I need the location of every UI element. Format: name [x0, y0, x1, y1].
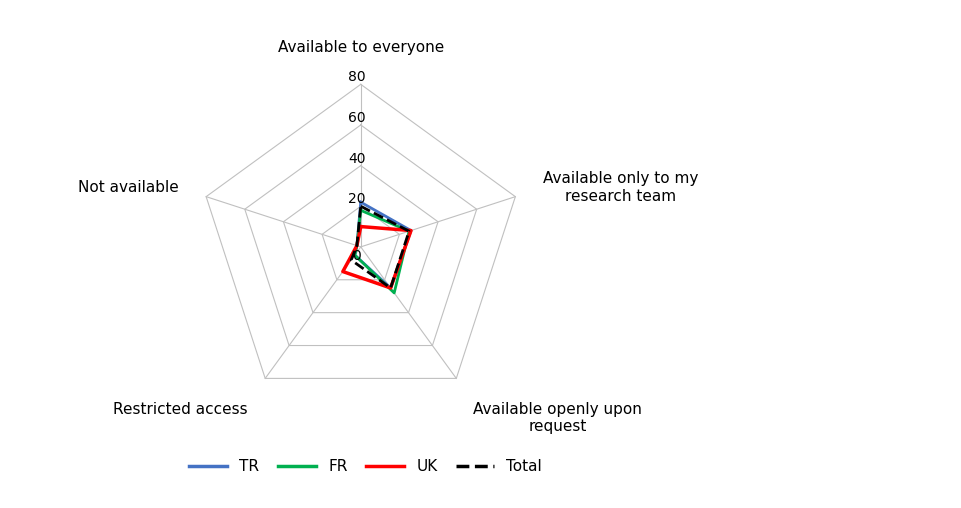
Text: 0: 0 — [352, 249, 360, 263]
Text: Available only to my
research team: Available only to my research team — [543, 171, 698, 204]
Text: Restricted access: Restricted access — [113, 402, 248, 417]
Text: Available to everyone: Available to everyone — [278, 40, 443, 55]
Text: 20: 20 — [348, 192, 365, 206]
Text: Not available: Not available — [78, 180, 178, 195]
Text: 80: 80 — [348, 70, 365, 84]
Text: Available openly upon
request: Available openly upon request — [473, 402, 642, 434]
Text: 60: 60 — [348, 111, 365, 125]
Legend: TR, FR, UK, Total: TR, FR, UK, Total — [183, 453, 548, 480]
Text: 40: 40 — [348, 151, 365, 166]
